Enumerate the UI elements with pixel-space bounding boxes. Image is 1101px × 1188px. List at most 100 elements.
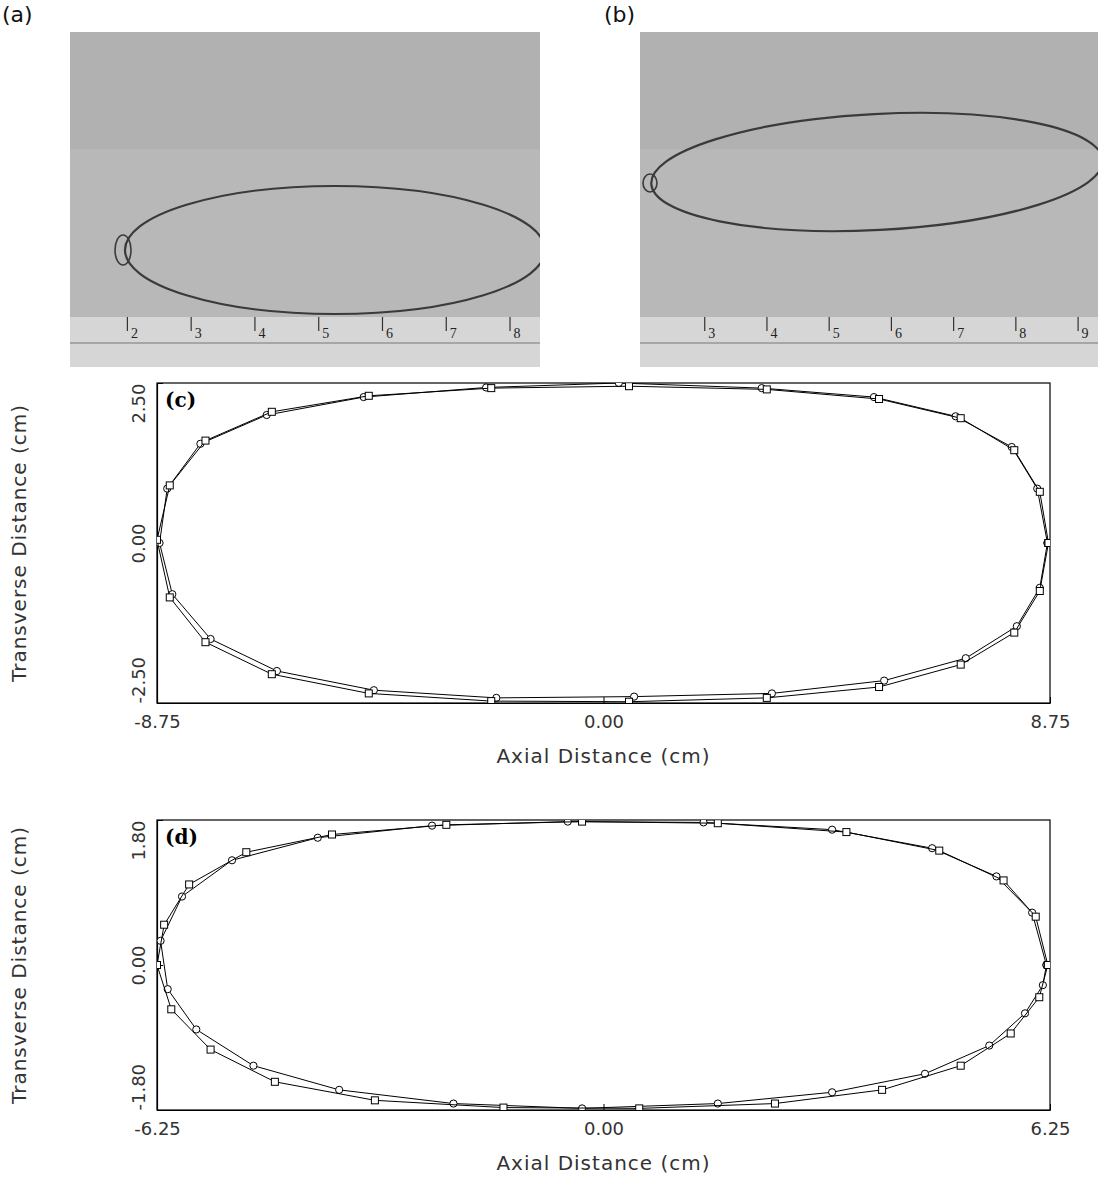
drop-outline [648, 102, 1098, 241]
ruler-edge [640, 343, 1098, 344]
series-line [157, 822, 1048, 1109]
square-marker [879, 1086, 886, 1093]
ruler-tick [509, 317, 510, 331]
square-marker [957, 1062, 964, 1069]
x-axis-line [158, 1110, 1051, 1111]
figure: 2345678(a)3456789(b)-8.750.008.75-2.500.… [0, 0, 1101, 1188]
y-tick-label: 0.00 [128, 945, 149, 985]
ruler-label: 8 [1019, 326, 1026, 341]
square-marker [1036, 588, 1043, 595]
ruler-label: 5 [322, 326, 329, 341]
y-tick-label: -2.50 [128, 657, 149, 704]
x-axis: -8.75 0.00 8.75 [134, 697, 1070, 732]
photo-shade [70, 32, 540, 149]
square-marker [714, 820, 721, 827]
circle-marker [1044, 539, 1050, 546]
y-tick-mark [157, 383, 163, 384]
square-marker [168, 1006, 175, 1013]
square-marker [957, 661, 964, 668]
photo-panel: 2345678 [70, 32, 545, 367]
plot-area [157, 383, 1050, 703]
ruler-tick [1015, 317, 1016, 331]
ruler-label: 6 [386, 326, 393, 341]
y-tick: -2.50 [128, 657, 163, 704]
square-marker [957, 415, 964, 422]
y-axis-title: Transverse Distance (cm) [7, 826, 31, 1105]
y-tick: 0.00 [128, 523, 163, 563]
square-marker [1011, 629, 1018, 636]
line-panel: -6.250.006.25-1.800.001.80Axial Distance… [7, 818, 1071, 1175]
panel-label: (a) [2, 2, 33, 27]
square-marker [1036, 488, 1043, 495]
square-marker [488, 385, 495, 392]
square-marker [1007, 1030, 1014, 1037]
square-marker [876, 684, 883, 691]
square-marker [371, 1097, 378, 1104]
series-line [157, 386, 1048, 702]
square-marker [157, 962, 161, 969]
y-tick-mark [157, 703, 163, 704]
bubble-outline [643, 174, 657, 192]
x-axis-title: Axial Distance (cm) [496, 1151, 710, 1175]
x-tick-label: 6.25 [1030, 1118, 1070, 1139]
circle-marker [250, 1062, 257, 1069]
square-marker [268, 408, 275, 415]
panel-label: (c) [165, 388, 196, 412]
ruler-label: 5 [833, 326, 840, 341]
photo-content [70, 32, 540, 367]
y-tick-label: 0.00 [128, 523, 149, 563]
y-tick-mark [157, 820, 163, 821]
square-marker [626, 698, 633, 703]
series-line [161, 822, 1047, 1109]
x-tick-label: 0.00 [584, 711, 624, 732]
square-marker [166, 482, 173, 489]
photo-background [70, 32, 540, 367]
square-marker [1011, 447, 1018, 454]
square-marker [763, 694, 770, 701]
ruler-tick [891, 317, 892, 331]
square-marker [1045, 540, 1050, 547]
y-axis-title: Transverse Distance (cm) [7, 404, 31, 683]
x-tick: 0.00 [584, 1104, 624, 1139]
ruler-tick [766, 317, 767, 331]
ruler-tick [953, 317, 954, 331]
y-tick-label: 1.80 [128, 821, 149, 861]
square-marker [243, 849, 250, 856]
square-marker [202, 639, 209, 646]
circle-marker [336, 1086, 343, 1093]
ruler-tick [829, 317, 830, 331]
square-marker [876, 396, 883, 403]
ruler-label: 2 [131, 326, 138, 341]
photo-background [640, 32, 1098, 367]
ruler-label: 3 [195, 326, 202, 341]
x-tick-mark [1050, 697, 1051, 703]
square-marker [1000, 877, 1007, 884]
square-marker [268, 671, 275, 678]
panel-label: (b) [604, 2, 635, 27]
square-marker [186, 881, 193, 888]
ruler-tick [191, 317, 192, 331]
x-tick: 6.25 [1030, 1104, 1070, 1139]
x-tick-label: 8.75 [1030, 711, 1070, 732]
ruler-label: 8 [514, 326, 521, 341]
square-marker [579, 820, 586, 825]
square-marker [771, 1100, 778, 1107]
ruler-tick [446, 317, 447, 331]
photo-content [640, 32, 1098, 367]
ruler-edge [70, 343, 540, 344]
square-marker [365, 392, 372, 399]
x-tick-mark [1050, 1104, 1051, 1110]
plot-frame [157, 820, 1050, 1110]
y-tick: 0.00 [128, 945, 163, 985]
ruler-tick [1077, 317, 1078, 331]
square-marker [329, 831, 336, 838]
y-tick-label: 2.50 [128, 384, 149, 424]
photo-shade [640, 32, 1098, 149]
x-axis-title: Axial Distance (cm) [496, 744, 710, 768]
x-tick-label: 0.00 [584, 1118, 624, 1139]
x-tick-label: -8.75 [134, 711, 181, 732]
line-panel: -8.75 0.00 8.75 -2.50 0.00 2.50 Axial Distance… [7, 379, 1071, 768]
circle-marker [829, 1089, 836, 1096]
x-axis-line [158, 703, 1051, 704]
drop-outline [125, 186, 540, 314]
